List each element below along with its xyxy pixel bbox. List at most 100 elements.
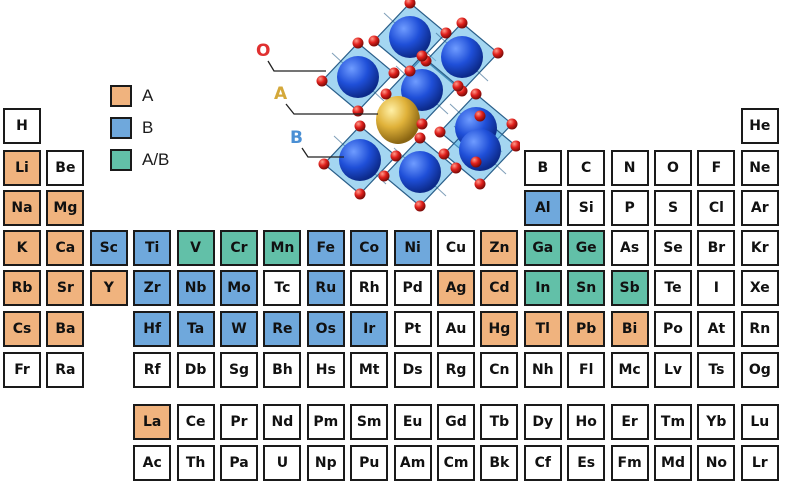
element-nh: Nh — [523, 352, 562, 388]
element-no: No — [697, 445, 736, 481]
legend-label-ab: A/B — [142, 150, 170, 169]
oxygen-sphere-9 — [388, 67, 400, 79]
element-ta: Ta — [176, 311, 215, 347]
element-s: S — [654, 190, 692, 226]
element-sb: Sb — [610, 270, 649, 306]
element-fe: Fe — [306, 230, 345, 266]
oxygen-sphere-1 — [440, 27, 452, 39]
element-rb: Rb — [3, 270, 41, 306]
element-co: Co — [350, 230, 389, 266]
element-o: O — [654, 150, 692, 186]
oxygen-sphere-28 — [474, 110, 486, 122]
element-ga: Ga — [523, 230, 562, 266]
legend-label-b: B — [142, 118, 154, 137]
element-li: Li — [3, 150, 41, 186]
element-fm: Fm — [610, 445, 649, 481]
element-si: Si — [567, 190, 606, 226]
element-ne: Ne — [740, 150, 779, 186]
element-np: Np — [306, 445, 345, 481]
leader-line-o — [267, 60, 326, 72]
element-cs: Cs — [3, 311, 41, 347]
element-nb: Nb — [176, 270, 215, 306]
element-sr: Sr — [46, 270, 85, 306]
oxygen-sphere-8 — [352, 37, 364, 49]
leader-line-a — [285, 103, 378, 115]
element-hs: Hs — [306, 352, 345, 388]
b-site-sphere-6 — [399, 151, 441, 193]
element-pd: Pd — [393, 270, 432, 306]
element-be: Be — [46, 150, 85, 186]
site-label-o: O — [256, 41, 270, 61]
element-cu: Cu — [437, 230, 475, 266]
element-mc: Mc — [610, 352, 649, 388]
element-ge: Ge — [567, 230, 606, 266]
oxygen-sphere-15 — [380, 88, 392, 100]
oxygen-sphere-12 — [416, 50, 428, 62]
legend-item-a: A — [110, 84, 153, 108]
oxygen-sphere-17 — [506, 118, 518, 130]
element-th: Th — [176, 445, 215, 481]
element-hf: Hf — [133, 311, 172, 347]
oxygen-sphere-18 — [470, 156, 482, 168]
element-ce: Ce — [176, 404, 215, 440]
element-pa: Pa — [220, 445, 258, 481]
element-na: Na — [3, 190, 41, 226]
b-site-sphere-5 — [339, 139, 381, 181]
element-mg: Mg — [46, 190, 85, 226]
element-cd: Cd — [480, 270, 519, 306]
oxygen-sphere-19 — [434, 126, 446, 138]
b-site-sphere-1 — [441, 36, 483, 78]
element-la: La — [133, 404, 172, 440]
element-tm: Tm — [654, 404, 692, 440]
element-ir: Ir — [350, 311, 389, 347]
element-he: He — [740, 108, 779, 144]
element-bk: Bk — [480, 445, 519, 481]
element-ni: Ni — [393, 230, 432, 266]
element-f: F — [697, 150, 736, 186]
element-ar: Ar — [740, 190, 779, 226]
site-label-b: B — [290, 128, 303, 148]
perovskite-crystal-structure: O A B — [256, 0, 520, 212]
element-v: V — [176, 230, 215, 266]
element-br: Br — [697, 230, 736, 266]
oxygen-sphere-30 — [474, 178, 486, 190]
b-site-sphere-0 — [389, 16, 431, 58]
element-bi: Bi — [610, 311, 649, 347]
element-cn: Cn — [480, 352, 519, 388]
element-zr: Zr — [133, 270, 172, 306]
b-site-sphere-7 — [459, 129, 501, 171]
element-cr: Cr — [220, 230, 258, 266]
element-hg: Hg — [480, 311, 519, 347]
element-po: Po — [654, 311, 692, 347]
element-sg: Sg — [220, 352, 258, 388]
b-site-sphere-2 — [337, 56, 379, 98]
element-kr: Kr — [740, 230, 779, 266]
oxygen-sphere-21 — [390, 150, 402, 162]
legend-item-b: B — [110, 116, 153, 140]
element-tb: Tb — [480, 404, 519, 440]
oxygen-sphere-10 — [352, 105, 364, 117]
element-pt: Pt — [393, 311, 432, 347]
element-k: K — [3, 230, 41, 266]
element-lv: Lv — [654, 352, 692, 388]
element-mt: Mt — [350, 352, 389, 388]
oxygen-sphere-24 — [414, 132, 426, 144]
element-rf: Rf — [133, 352, 172, 388]
element-al: Al — [523, 190, 562, 226]
element-xe: Xe — [740, 270, 779, 306]
element-re: Re — [263, 311, 302, 347]
element-ba: Ba — [46, 311, 85, 347]
label-o: O — [256, 41, 326, 72]
element-cm: Cm — [437, 445, 475, 481]
legend-label-a: A — [142, 86, 154, 105]
atom-spheres — [316, 0, 520, 212]
oxygen-sphere-14 — [416, 118, 428, 130]
legend-swatch-ab — [110, 149, 132, 171]
element-rn: Rn — [740, 311, 779, 347]
element-tc: Tc — [263, 270, 302, 306]
element-dy: Dy — [523, 404, 562, 440]
element-og: Og — [740, 352, 779, 388]
element-os: Os — [306, 311, 345, 347]
element-mo: Mo — [220, 270, 258, 306]
oxygen-sphere-29 — [510, 140, 520, 152]
